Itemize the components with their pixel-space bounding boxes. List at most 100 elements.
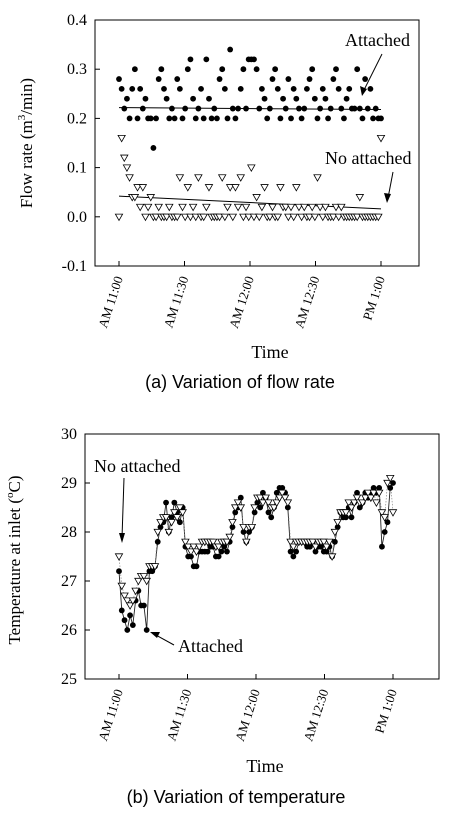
x-tick-label: AM 12:30 xyxy=(300,687,331,743)
data-point-attached xyxy=(319,85,326,92)
data-point-no-attached xyxy=(239,524,248,532)
data-point-attached xyxy=(163,95,170,102)
data-point-no-attached xyxy=(239,213,248,222)
data-point-attached xyxy=(237,494,244,501)
data-point-attached xyxy=(356,105,363,112)
data-point-attached xyxy=(370,485,377,491)
data-point-no-attached xyxy=(313,174,322,182)
data-point-attached xyxy=(290,553,297,560)
data-point-attached xyxy=(155,76,162,82)
x-tick-label: AM 12:00 xyxy=(232,687,263,743)
data-point-no-attached xyxy=(380,514,389,522)
data-point-attached xyxy=(215,553,222,560)
data-point-attached xyxy=(362,76,369,82)
data-point-attached xyxy=(150,145,157,151)
data-point-no-attached xyxy=(217,174,227,182)
y-tick-label: -0.1 xyxy=(62,258,87,275)
data-point-attached xyxy=(240,66,247,73)
panel-a-arrow-attached-head xyxy=(360,86,367,96)
panel-b-x-axis-label: Time xyxy=(246,756,283,776)
data-point-attached xyxy=(309,66,316,73)
data-point-no-attached xyxy=(215,213,224,222)
data-point-no-attached xyxy=(318,213,328,222)
data-point-attached xyxy=(163,499,169,506)
data-point-attached xyxy=(314,115,321,122)
data-point-no-attached xyxy=(334,213,343,222)
panel-b-arrow-no-attached-head xyxy=(119,533,125,543)
data-point-attached xyxy=(256,105,263,112)
data-point-no-attached xyxy=(331,203,341,212)
data-point-no-attached xyxy=(114,213,124,222)
panel-a-arrow-attached-line xyxy=(362,53,383,93)
y-tick-label: 25 xyxy=(61,671,77,688)
panel-b-x-ticks: AM 11:00 AM 11:30 AM 12:00 AM 12:30 PM 1:00 xyxy=(95,674,400,743)
data-point-no-attached xyxy=(175,174,185,182)
data-point-no-attached xyxy=(236,174,246,182)
data-point-attached xyxy=(171,115,178,122)
panel-a-x-ticks: AM 11:00 AM 11:30 AM 12:00 AM 12:30 PM 1:00 xyxy=(95,261,388,330)
data-point-attached xyxy=(282,105,289,112)
data-point-attached xyxy=(203,56,210,63)
data-point-no-attached xyxy=(388,509,398,517)
data-point-attached xyxy=(323,548,330,555)
data-point-attached xyxy=(288,115,294,122)
data-point-attached xyxy=(257,504,264,511)
data-point-no-attached xyxy=(322,543,331,552)
x-tick-label: AM 11:30 xyxy=(161,274,192,329)
data-point-attached xyxy=(251,509,258,516)
data-point-no-attached xyxy=(120,592,129,601)
data-point-no-attached xyxy=(231,184,240,192)
data-point-no-attached xyxy=(223,203,232,212)
data-point-no-attached xyxy=(299,203,309,212)
y-tick-label: 29 xyxy=(61,475,77,492)
data-point-attached xyxy=(334,524,341,530)
data-point-no-attached xyxy=(181,538,190,547)
data-point-attached xyxy=(372,105,379,112)
data-point-no-attached xyxy=(244,213,253,222)
data-point-no-attached xyxy=(122,164,132,173)
panel-b-caption: (b) Variation of temperature xyxy=(127,787,346,807)
data-point-no-attached xyxy=(315,203,325,212)
data-point-attached xyxy=(211,105,218,112)
data-point-attached xyxy=(129,622,136,628)
y-tick-label: 0.4 xyxy=(67,12,87,29)
data-point-attached xyxy=(269,76,276,82)
data-point-no-attached xyxy=(191,213,201,222)
trend-line-attached xyxy=(118,107,382,111)
panel-a-plot-frame xyxy=(94,19,420,267)
data-point-no-attached xyxy=(128,597,138,606)
data-point-no-attached xyxy=(130,194,140,202)
y-tick-label: 26 xyxy=(61,622,77,639)
data-point-no-attached xyxy=(260,184,269,192)
data-point-no-attached xyxy=(289,213,298,222)
data-point-no-attached xyxy=(138,184,148,192)
panel-a-data-points xyxy=(114,46,386,222)
data-point-no-attached xyxy=(167,519,176,527)
data-point-attached xyxy=(179,115,186,122)
y-tick-label: 0.0 xyxy=(67,209,87,226)
data-point-no-attached xyxy=(310,213,320,222)
data-point-attached xyxy=(121,105,128,112)
data-point-attached xyxy=(264,115,271,122)
data-point-no-attached xyxy=(321,203,330,212)
data-point-attached xyxy=(284,504,291,511)
panel-a-arrow-no-attached-head xyxy=(384,193,391,203)
data-point-no-attached xyxy=(134,577,143,586)
data-point-no-attached xyxy=(139,573,149,581)
data-point-attached xyxy=(341,115,347,122)
data-point-attached xyxy=(318,543,324,550)
data-point-no-attached xyxy=(255,494,265,503)
data-point-attached xyxy=(237,85,244,92)
data-point-no-attached xyxy=(142,577,151,586)
data-point-no-attached xyxy=(280,494,290,503)
data-point-no-attached xyxy=(344,499,354,508)
data-point-attached xyxy=(204,548,211,555)
data-point-attached xyxy=(182,105,189,112)
data-point-no-attached xyxy=(337,203,346,212)
data-point-attached xyxy=(174,76,181,82)
data-point-attached xyxy=(293,95,300,102)
data-point-attached xyxy=(227,46,234,53)
panel-a-annotation-attached: Attached xyxy=(345,30,410,50)
data-point-attached xyxy=(311,95,318,102)
data-point-attached xyxy=(277,115,284,122)
